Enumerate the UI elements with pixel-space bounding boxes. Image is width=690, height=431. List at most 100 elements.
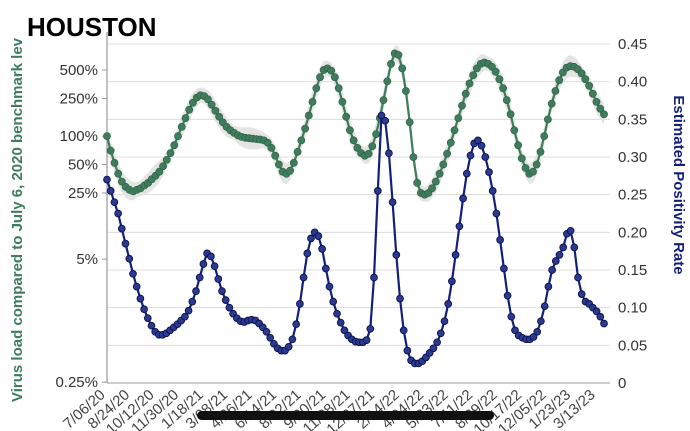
- positivity-point: [396, 294, 404, 303]
- positivity-point: [403, 346, 412, 355]
- positivity-point: [136, 294, 145, 303]
- virus-load-point: [450, 126, 459, 135]
- positivity-point: [533, 327, 542, 336]
- positivity-point: [496, 236, 504, 244]
- virus-load-point: [211, 106, 220, 115]
- virus-load-point: [185, 105, 194, 114]
- positivity-point: [577, 290, 586, 298]
- positivity-point: [318, 245, 326, 253]
- virus-load-point: [271, 151, 280, 160]
- virus-load-point: [289, 158, 298, 167]
- virus-load-point: [398, 64, 407, 73]
- positivity-point: [140, 305, 148, 314]
- left-tick-label: 100%: [60, 128, 98, 145]
- positivity-point: [570, 243, 579, 252]
- virus-load-point: [215, 112, 223, 121]
- virus-load-point: [316, 73, 324, 82]
- virus-load-point: [446, 138, 455, 147]
- virus-load-point: [338, 98, 347, 106]
- virus-load-point: [312, 84, 321, 93]
- positivity-point: [329, 297, 338, 306]
- positivity-point: [218, 287, 226, 295]
- right-tick-label: 0.40: [618, 74, 647, 91]
- positivity-point: [132, 282, 141, 291]
- virus-load-point: [536, 147, 545, 156]
- virus-load-point: [114, 169, 123, 178]
- virus-load-point: [588, 89, 597, 98]
- positivity-point: [214, 275, 223, 283]
- virus-load-point: [506, 110, 515, 119]
- virus-load-point: [405, 118, 414, 127]
- positivity-point: [451, 251, 460, 259]
- virus-load-point: [577, 69, 586, 78]
- positivity-point: [129, 269, 137, 278]
- positivity-point: [433, 338, 441, 347]
- right-tick-label: 0.20: [618, 224, 647, 241]
- positivity-point: [596, 312, 605, 321]
- virus-load-point: [514, 141, 522, 150]
- positivity-point: [477, 141, 486, 150]
- virus-load-point: [118, 177, 126, 186]
- right-tick-label: 0.15: [618, 262, 647, 279]
- positivity-point: [459, 194, 467, 203]
- right-tick-label: 0: [618, 375, 626, 392]
- positivity-point: [370, 273, 378, 282]
- virus-load-point: [495, 75, 504, 84]
- virus-load-point: [166, 149, 175, 157]
- positivity-point: [321, 264, 330, 273]
- positivity-point: [555, 251, 564, 259]
- virus-load-point: [110, 158, 119, 167]
- positivity-point: [592, 307, 601, 316]
- right-axis-title: Estimated Positivity Rate: [670, 95, 687, 274]
- positivity-point: [429, 344, 438, 353]
- positivity-point: [192, 287, 200, 295]
- virus-load-point: [162, 155, 171, 164]
- positivity-point: [385, 149, 393, 158]
- right-tick-label: 0.35: [618, 111, 647, 128]
- virus-load-point: [585, 81, 593, 90]
- virus-load-point: [379, 96, 388, 104]
- positivity-point: [436, 329, 445, 338]
- positivity-point: [388, 198, 397, 207]
- virus-load-point: [544, 115, 552, 124]
- virus-load-point: [435, 169, 444, 178]
- virus-load-point: [203, 95, 212, 104]
- right-tick-label: 0.45: [618, 36, 647, 53]
- positivity-point: [448, 277, 456, 286]
- virus-load-point: [383, 77, 392, 86]
- positivity-point: [503, 291, 512, 300]
- chart-title: HOUSTON: [27, 12, 157, 42]
- virus-load-point: [159, 162, 167, 171]
- positivity-point: [544, 282, 553, 291]
- positivity-point: [551, 257, 560, 265]
- virus-load-point: [547, 99, 556, 108]
- positivity-point: [117, 224, 126, 233]
- virus-load-point: [409, 153, 418, 161]
- positivity-point: [511, 326, 519, 335]
- virus-load-point: [368, 142, 377, 151]
- virus-load-series: [103, 49, 608, 199]
- positivity-point: [366, 324, 375, 333]
- virus-load-point: [301, 124, 309, 133]
- positivity-point: [529, 333, 538, 341]
- positivity-point: [325, 282, 334, 291]
- positivity-point: [114, 209, 122, 218]
- virus-load-point: [469, 71, 478, 80]
- virus-load-point: [529, 167, 537, 176]
- virus-load-point: [592, 98, 601, 106]
- positivity-point: [210, 262, 219, 271]
- positivity-point: [340, 326, 349, 335]
- virus-load-point: [521, 164, 530, 172]
- positivity-point: [362, 336, 371, 344]
- virus-load-point: [454, 114, 463, 122]
- virus-load-point: [327, 66, 336, 75]
- virus-load-point: [334, 84, 343, 93]
- positivity-point: [266, 333, 275, 342]
- virus-load-point: [274, 160, 283, 169]
- positivity-point: [566, 226, 575, 235]
- positivity-point: [284, 342, 293, 351]
- left-tick-label: 500%: [60, 62, 98, 79]
- positivity-point: [462, 169, 471, 178]
- virus-load-point: [581, 75, 590, 84]
